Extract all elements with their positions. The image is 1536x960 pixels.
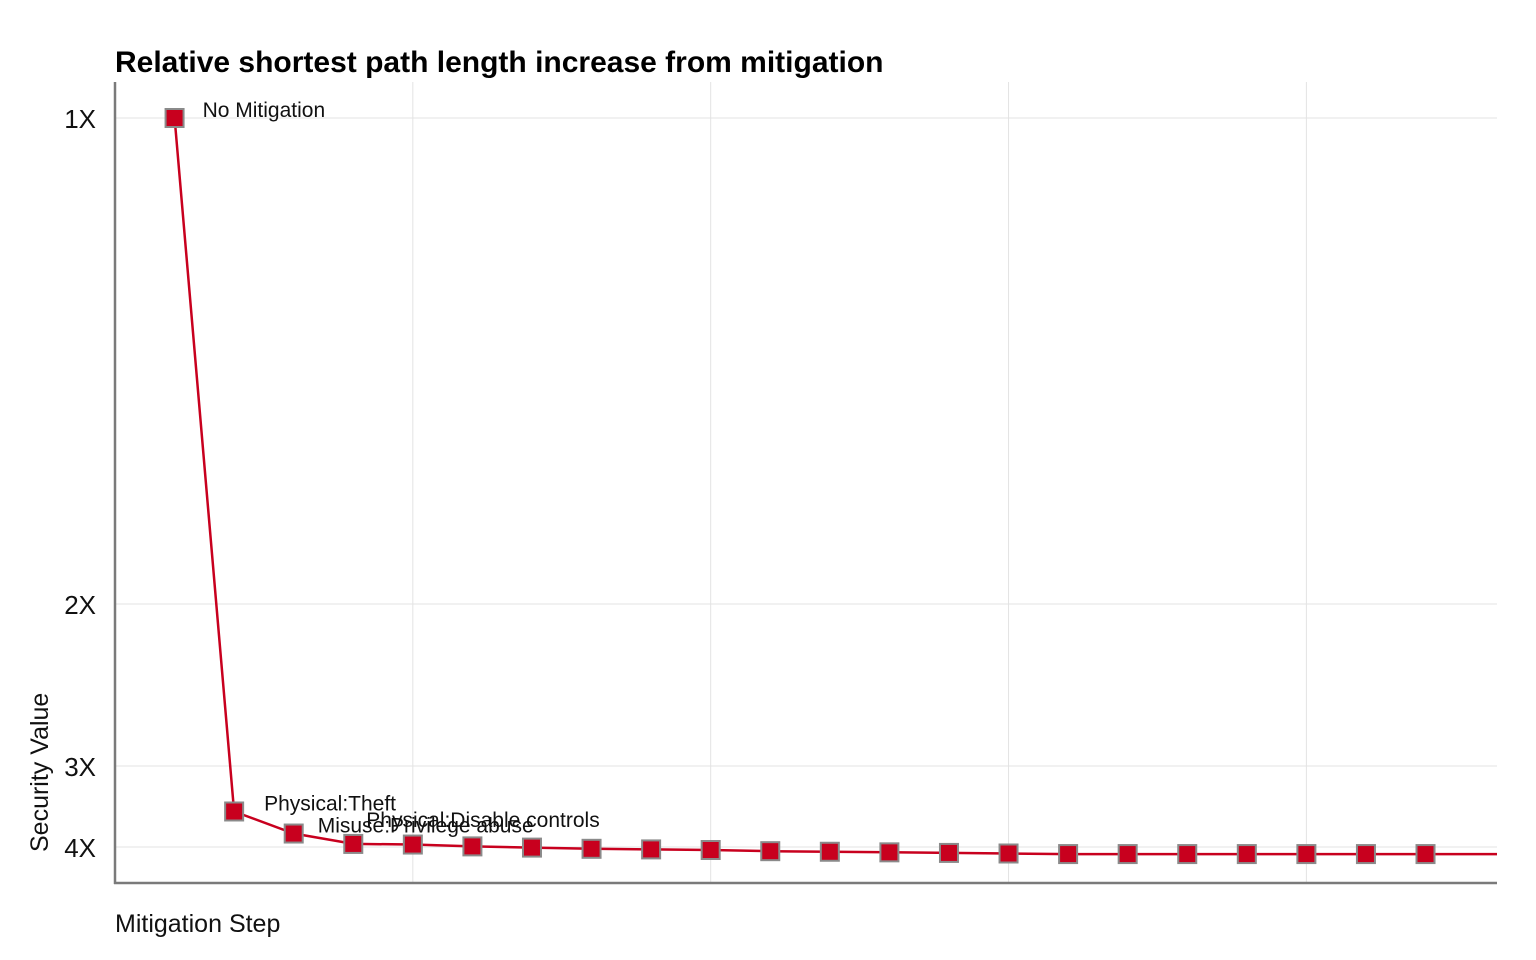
y-axis-label: Security Value — [26, 693, 54, 852]
point-annotation: Physical:Disable controls — [366, 809, 599, 832]
chart-title: Relative shortest path length increase f… — [115, 46, 884, 79]
data-point — [1058, 844, 1079, 865]
y-ticks: 1X 2X 3X 4X — [64, 104, 96, 863]
data-point — [760, 841, 781, 862]
data-point — [462, 836, 483, 857]
data-point — [1296, 844, 1317, 865]
axes — [113, 82, 1497, 885]
grid — [115, 82, 1497, 883]
point-annotation: No Mitigation — [203, 99, 326, 122]
y-tick-label: 4X — [64, 833, 96, 863]
data-point — [641, 839, 662, 860]
markers — [164, 108, 1436, 865]
data-point — [1236, 844, 1257, 865]
y-tick-label: 1X — [64, 104, 96, 134]
data-point — [998, 843, 1019, 864]
data-point — [402, 834, 423, 855]
series — [173, 117, 1497, 856]
data-point — [164, 108, 185, 128]
data-point — [521, 837, 542, 858]
point-annotation: Misuse:Privilege abuse — [318, 815, 534, 838]
data-point — [1117, 844, 1138, 865]
data-point — [1415, 844, 1436, 865]
data-point — [224, 801, 245, 822]
data-point — [938, 842, 959, 863]
data-point — [819, 841, 840, 862]
data-point — [879, 842, 900, 863]
point-labels: No Mitigation Physical:TheftMisuse:Privil… — [203, 99, 600, 838]
series-line — [173, 117, 1497, 856]
point-annotation: Physical:Theft — [264, 792, 396, 815]
y-tick-label: 2X — [64, 590, 96, 620]
data-point — [283, 823, 304, 844]
data-point — [343, 833, 364, 854]
data-point — [1355, 844, 1376, 865]
x-axis-label: Mitigation Step — [115, 910, 280, 938]
data-point — [700, 840, 721, 860]
data-point — [581, 838, 602, 859]
data-point — [1177, 844, 1198, 865]
y-tick-label: 3X — [64, 752, 96, 782]
